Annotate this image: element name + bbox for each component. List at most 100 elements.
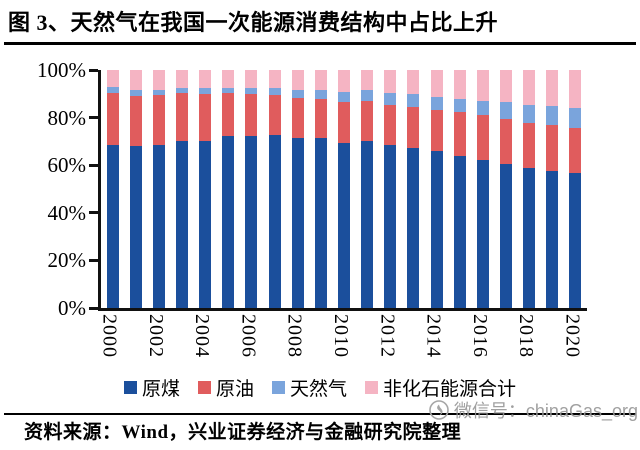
bar-segment-coal-2015 bbox=[453, 156, 466, 308]
legend-item-nonfossil: 非化石能源合计 bbox=[365, 374, 516, 401]
bar-segment-nonfossil-2005 bbox=[222, 70, 235, 88]
y-tick-label-100: 100% bbox=[37, 58, 86, 82]
bar-segment-oil-2003 bbox=[176, 93, 188, 141]
source-note: 资料来源：Wind，兴业证券经济与金融研究院整理 bbox=[24, 422, 462, 443]
bar-segment-nonfossil-2020 bbox=[569, 70, 582, 108]
bar-segment-gas-2019 bbox=[546, 106, 559, 126]
bar-segment-nonfossil-2013 bbox=[407, 70, 420, 95]
bar-segment-gas-2016 bbox=[476, 100, 489, 116]
bar-2017 bbox=[500, 70, 512, 308]
bar-segment-oil-2006 bbox=[245, 94, 258, 136]
x-tick-label-2000: 2000 bbox=[98, 314, 121, 358]
bar-segment-nonfossil-2015 bbox=[453, 70, 466, 99]
legend-swatch-oil bbox=[197, 381, 211, 394]
bar-segment-gas-2015 bbox=[453, 98, 466, 113]
bar-segment-oil-2009 bbox=[314, 98, 327, 138]
bar-segment-oil-2019 bbox=[546, 125, 559, 171]
legend-item-coal: 原煤 bbox=[123, 374, 180, 401]
bar-segment-oil-2013 bbox=[407, 106, 420, 148]
bar-segment-nonfossil-2016 bbox=[476, 70, 489, 101]
bar-2001 bbox=[129, 70, 142, 308]
bar-segment-coal-2014 bbox=[430, 151, 443, 308]
legend-swatch-coal bbox=[123, 381, 137, 394]
bar-2009 bbox=[314, 70, 327, 308]
bar-2018 bbox=[523, 70, 536, 308]
bar-segment-coal-2005 bbox=[222, 135, 235, 308]
bar-segment-coal-2011 bbox=[361, 140, 374, 308]
bar-2010 bbox=[338, 70, 350, 308]
y-tick-60 bbox=[89, 163, 98, 167]
x-tick-label-2002: 2002 bbox=[144, 314, 167, 358]
y-tick-label-40: 40% bbox=[47, 200, 87, 225]
bar-segment-gas-2002 bbox=[152, 89, 165, 95]
bar-segment-coal-2009 bbox=[314, 137, 327, 308]
bar-segment-coal-2016 bbox=[476, 159, 489, 308]
bar-segment-coal-2006 bbox=[245, 135, 258, 308]
bar-segment-coal-2003 bbox=[176, 140, 188, 308]
x-tick-label-2004: 2004 bbox=[191, 314, 214, 358]
bar-segment-coal-2008 bbox=[291, 137, 304, 308]
bar-segment-gas-2007 bbox=[268, 87, 281, 95]
chart-legend: 原煤 原油 天然气 非化石能源合计 bbox=[0, 374, 640, 401]
bar-2020 bbox=[569, 70, 582, 308]
bar-segment-oil-2012 bbox=[384, 104, 397, 145]
bar-2013 bbox=[407, 70, 420, 308]
wechat-logo-icon bbox=[429, 400, 449, 420]
bar-segment-gas-2009 bbox=[314, 90, 327, 99]
bar-segment-nonfossil-2001 bbox=[129, 70, 142, 90]
bar-2016 bbox=[476, 70, 489, 308]
bar-segment-coal-2017 bbox=[500, 163, 512, 308]
x-tick-label-2016: 2016 bbox=[468, 314, 491, 358]
x-tick-label-2018: 2018 bbox=[515, 314, 538, 358]
bar-segment-gas-2018 bbox=[523, 104, 536, 123]
bar-segment-nonfossil-2019 bbox=[546, 70, 559, 107]
y-tick-label-20: 20% bbox=[47, 248, 87, 273]
y-tick-label-0: 0% bbox=[58, 296, 86, 320]
legend-item-gas: 天然气 bbox=[272, 374, 347, 401]
bar-segment-gas-2004 bbox=[199, 88, 212, 94]
bar-segment-oil-2011 bbox=[361, 100, 374, 141]
bar-2006 bbox=[245, 70, 258, 308]
bar-segment-gas-2020 bbox=[569, 107, 582, 128]
bar-segment-nonfossil-2009 bbox=[314, 70, 327, 91]
bar-2007 bbox=[268, 70, 281, 308]
bar-segment-gas-2001 bbox=[129, 89, 142, 96]
bar-segment-nonfossil-2002 bbox=[152, 70, 165, 90]
bar-segment-oil-2007 bbox=[268, 94, 281, 136]
bar-segment-coal-2004 bbox=[199, 140, 212, 308]
y-tick-label-80: 80% bbox=[47, 105, 87, 130]
bar-segment-gas-2017 bbox=[500, 102, 512, 119]
y-tick-0 bbox=[89, 306, 98, 310]
title-divider bbox=[4, 42, 636, 45]
y-tick-20 bbox=[89, 258, 98, 262]
bar-2004 bbox=[199, 70, 212, 308]
bar-segment-nonfossil-2000 bbox=[106, 70, 119, 88]
bar-segment-oil-2017 bbox=[500, 118, 512, 164]
bar-segment-nonfossil-2017 bbox=[500, 70, 512, 103]
legend-label-nonfossil: 非化石能源合计 bbox=[383, 379, 517, 400]
bar-segment-coal-2002 bbox=[152, 144, 165, 308]
bar-segment-oil-2002 bbox=[152, 94, 165, 145]
x-tick-label-2020: 2020 bbox=[561, 314, 584, 358]
bar-2015 bbox=[453, 70, 466, 308]
bar-segment-gas-2006 bbox=[245, 87, 258, 95]
bar-2014 bbox=[430, 70, 443, 308]
bar-segment-nonfossil-2011 bbox=[361, 70, 374, 90]
bar-2008 bbox=[291, 70, 304, 308]
bar-segment-nonfossil-2006 bbox=[245, 70, 258, 88]
legend-label-gas: 天然气 bbox=[290, 379, 348, 400]
bar-segment-nonfossil-2004 bbox=[199, 70, 212, 89]
bar-segment-oil-2016 bbox=[476, 115, 489, 160]
bar-2019 bbox=[546, 70, 559, 308]
y-tick-80 bbox=[89, 116, 98, 120]
figure-title: 图 3、天然气在我国一次能源消费结构中占比上升 bbox=[8, 10, 499, 35]
footer-divider bbox=[4, 413, 636, 415]
bar-2012 bbox=[384, 70, 397, 308]
bar-2002 bbox=[152, 70, 165, 308]
bar-segment-oil-2004 bbox=[199, 93, 212, 141]
bar-segment-nonfossil-2018 bbox=[523, 70, 536, 105]
bar-segment-oil-2010 bbox=[338, 101, 350, 144]
bar-segment-gas-2008 bbox=[291, 89, 304, 99]
bar-segment-gas-2011 bbox=[361, 89, 374, 101]
y-tick-label-60: 60% bbox=[47, 153, 87, 178]
